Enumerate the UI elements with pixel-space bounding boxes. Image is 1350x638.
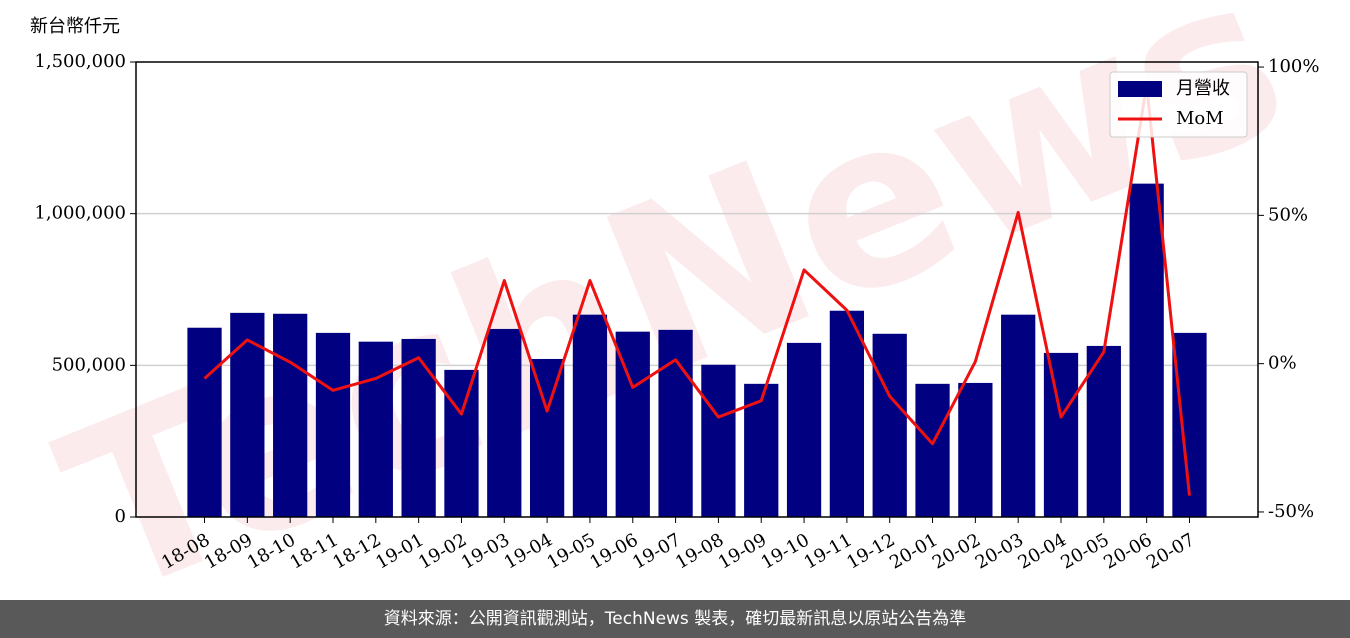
y-tick-label: 0 xyxy=(115,506,126,527)
bar xyxy=(401,338,436,517)
x-tick-label: 19-03 xyxy=(458,529,513,573)
y-axis-label: 新台幣仟元 xyxy=(30,16,120,37)
bar xyxy=(658,329,693,517)
x-tick-label: 19-08 xyxy=(672,529,727,573)
x-tick-label: 19-10 xyxy=(758,529,813,573)
x-tick-label: 20-04 xyxy=(1015,529,1070,573)
x-tick-label: 20-06 xyxy=(1100,529,1155,573)
x-tick-label: 20-03 xyxy=(972,529,1027,573)
bar xyxy=(358,341,393,517)
y2-tick-label: 50% xyxy=(1268,204,1308,225)
x-tick-label: 19-02 xyxy=(415,529,470,573)
bar xyxy=(273,313,308,517)
bar xyxy=(529,358,565,517)
y-tick-label: 500,000 xyxy=(52,354,126,375)
bar xyxy=(872,333,907,517)
bar xyxy=(829,310,865,517)
bar xyxy=(1043,352,1079,517)
x-tick-label: 19-05 xyxy=(544,529,599,573)
bar xyxy=(1129,183,1164,518)
legend: 月營收 MoM xyxy=(1109,71,1248,138)
bar xyxy=(444,369,479,517)
x-tick-label: 19-07 xyxy=(629,529,684,573)
y-tick-label: 1,500,000 xyxy=(34,51,126,72)
x-tick-label: 20-05 xyxy=(1057,529,1112,573)
bar xyxy=(230,312,265,517)
bar xyxy=(1086,345,1121,517)
bar xyxy=(958,382,993,517)
x-tick-label: 19-11 xyxy=(800,529,855,573)
legend-swatch xyxy=(1118,81,1162,97)
y2-tick-label: -50% xyxy=(1268,501,1314,522)
x-tick-label: 20-01 xyxy=(886,529,941,573)
plot-frame xyxy=(135,61,1259,518)
x-tick-label: 19-09 xyxy=(715,529,770,573)
footer: 資料來源：公開資訊觀測站，TechNews 製表，確切最新訊息以原站公告為準 xyxy=(0,600,1350,638)
chart: 新台幣仟元 TechNews0500,0001,000,0001,500,000… xyxy=(30,0,1319,600)
x-tick-label: 19-04 xyxy=(501,529,556,573)
bar xyxy=(487,328,522,517)
y-tick-label: 1,000,000 xyxy=(34,203,126,224)
bar xyxy=(915,383,950,517)
y2-tick-label: 100% xyxy=(1268,56,1319,77)
x-tick-label: 19-12 xyxy=(843,529,898,573)
x-tick-label: 19-06 xyxy=(586,529,641,573)
x-tick-label: 20-02 xyxy=(929,529,984,573)
bar xyxy=(315,332,351,517)
legend-label: 月營收 xyxy=(1176,78,1230,99)
y2-tick-label: 0% xyxy=(1268,353,1297,374)
line xyxy=(203,83,1191,496)
bar xyxy=(786,342,822,517)
bar xyxy=(187,327,222,517)
bar xyxy=(1001,314,1036,517)
bar xyxy=(572,314,608,517)
x-tick-label: 20-07 xyxy=(1143,529,1198,573)
legend-label: MoM xyxy=(1176,108,1224,129)
bar xyxy=(701,364,736,517)
